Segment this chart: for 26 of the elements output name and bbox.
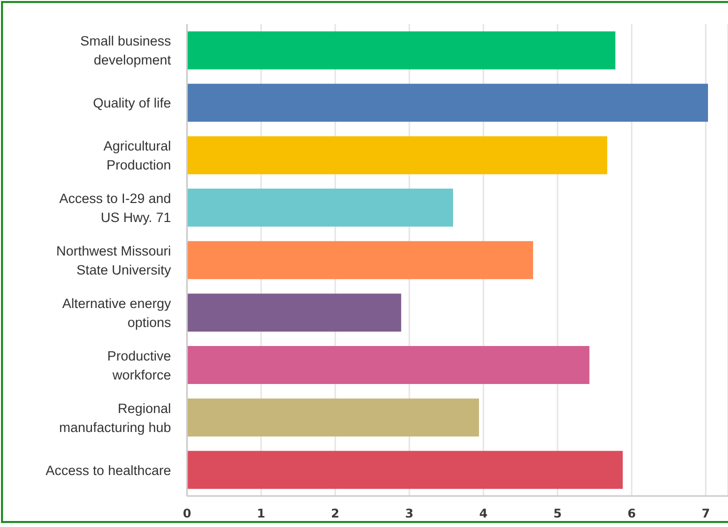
x-tick-label: 5: [553, 506, 562, 521]
y-tick-label: Alternative energy options: [62, 295, 172, 330]
bar: [187, 450, 623, 489]
x-tick-label: 4: [479, 506, 488, 521]
bar: [187, 346, 590, 384]
y-tick-label: Access to I-29 and US Hwy. 71: [59, 190, 171, 225]
y-tick-label: Access to healthcare: [46, 462, 171, 478]
y-tick-label: Productive workforce: [107, 348, 171, 382]
x-tick-label: 2: [331, 506, 340, 521]
bar: [187, 188, 454, 227]
x-tick-label: 7: [702, 506, 710, 521]
bar: [187, 84, 708, 122]
x-tick-label: 0: [182, 506, 192, 521]
y-tick-label: Quality of life: [92, 95, 171, 110]
bar: [187, 294, 402, 332]
x-tick-label: 3: [405, 506, 414, 521]
x-tick-label: 6: [627, 506, 636, 521]
bar: [187, 136, 608, 174]
y-tick-label: Northwest Missouri State University: [56, 243, 172, 277]
y-tick-label: Agricultural Production: [103, 138, 171, 172]
y-tick-label: Regional manufacturing hub: [59, 400, 171, 434]
bar: [187, 398, 479, 436]
x-tick-label: 1: [256, 506, 266, 521]
bar: [187, 241, 534, 280]
y-tick-label: Small business development: [80, 33, 172, 68]
bar: [187, 31, 616, 70]
